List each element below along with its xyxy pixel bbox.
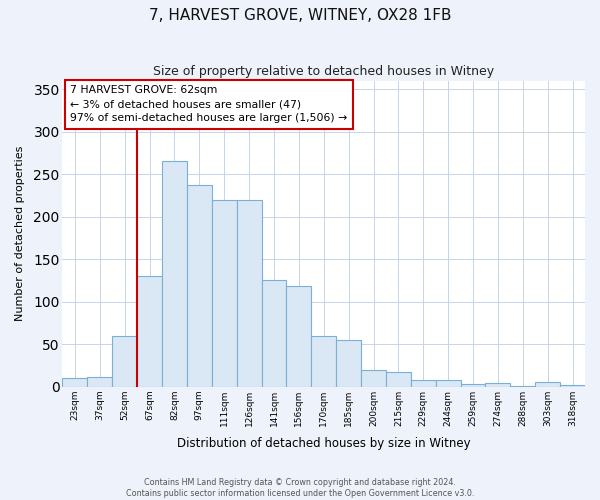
Text: 7 HARVEST GROVE: 62sqm
← 3% of detached houses are smaller (47)
97% of semi-deta: 7 HARVEST GROVE: 62sqm ← 3% of detached … bbox=[70, 85, 347, 123]
Bar bbox=[535, 382, 560, 386]
X-axis label: Distribution of detached houses by size in Witney: Distribution of detached houses by size … bbox=[177, 437, 470, 450]
Bar bbox=[162, 162, 187, 386]
Title: Size of property relative to detached houses in Witney: Size of property relative to detached ho… bbox=[153, 65, 494, 78]
Y-axis label: Number of detached properties: Number of detached properties bbox=[15, 146, 25, 322]
Bar bbox=[62, 378, 88, 386]
Bar bbox=[286, 286, 311, 386]
Bar bbox=[386, 372, 411, 386]
Bar bbox=[212, 200, 236, 386]
Bar bbox=[262, 280, 286, 386]
Bar bbox=[560, 385, 585, 386]
Text: Contains HM Land Registry data © Crown copyright and database right 2024.
Contai: Contains HM Land Registry data © Crown c… bbox=[126, 478, 474, 498]
Text: 7, HARVEST GROVE, WITNEY, OX28 1FB: 7, HARVEST GROVE, WITNEY, OX28 1FB bbox=[149, 8, 451, 22]
Bar bbox=[88, 376, 112, 386]
Bar bbox=[112, 336, 137, 386]
Bar bbox=[137, 276, 162, 386]
Bar bbox=[187, 185, 212, 386]
Bar bbox=[236, 200, 262, 386]
Bar bbox=[361, 370, 386, 386]
Bar bbox=[411, 380, 436, 386]
Bar bbox=[311, 336, 336, 386]
Bar bbox=[485, 384, 511, 386]
Bar bbox=[336, 340, 361, 386]
Bar bbox=[436, 380, 461, 386]
Bar bbox=[461, 384, 485, 386]
